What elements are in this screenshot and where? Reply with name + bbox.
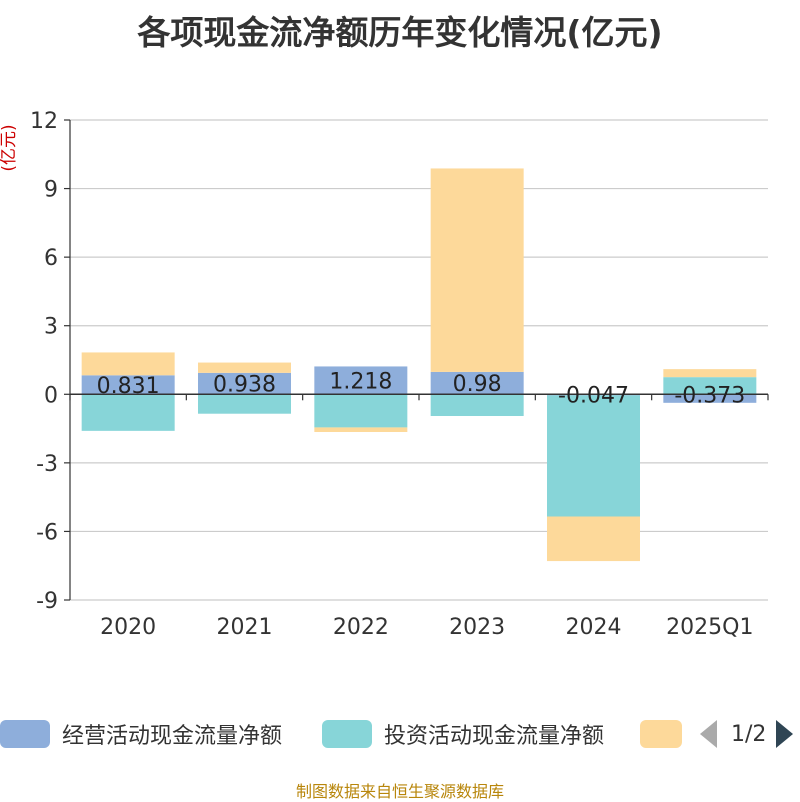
legend-item-operating[interactable]: 经营活动现金流量净额	[0, 719, 282, 749]
legend-page-indicator: 1/2	[731, 721, 767, 747]
data-label: -0.047	[558, 383, 629, 408]
bar-series0-2023[interactable]	[430, 371, 524, 395]
y-tick-label: 3	[44, 315, 58, 340]
y-axis-unit-label: (亿元)	[0, 124, 19, 171]
bar-series1-2022[interactable]	[314, 394, 408, 428]
legend-swatch-investing	[322, 720, 372, 748]
y-tick-label: 12	[30, 109, 58, 134]
x-tick-label: 2023	[449, 615, 505, 640]
bar-series1-2021[interactable]	[198, 394, 291, 414]
legend-item-financing[interactable]	[640, 719, 694, 749]
y-tick-label: 0	[44, 383, 58, 408]
bar-series2-2020[interactable]	[81, 352, 175, 376]
x-tick-label: 2021	[217, 615, 273, 640]
x-tick-label: 2025Q1	[666, 615, 753, 640]
grid-layer	[70, 119, 768, 601]
bar-series1-2023[interactable]	[430, 394, 524, 416]
bar-layer	[81, 168, 757, 562]
data-source-note: 制图数据来自恒生聚源数据库	[295, 782, 504, 801]
label-layer: 0.831 0.938 1.218 0.98 -0.047 -0.373	[97, 369, 746, 408]
data-label: 1.218	[329, 369, 392, 394]
legend: 经营活动现金流量净额 投资活动现金流量净额 1/2	[0, 714, 800, 754]
axis-layer: -9 -6 -3 0 3 6 9 12 2020 2021 2022 2023 2024 2025Q1	[30, 109, 769, 640]
bar-series0-2022[interactable]	[314, 366, 408, 395]
y-tick-label: 9	[44, 178, 58, 203]
data-label: 0.831	[97, 374, 160, 399]
bar-series2-2022[interactable]	[314, 427, 408, 432]
data-label: 0.98	[453, 372, 502, 397]
bar-series1-2020[interactable]	[81, 394, 175, 431]
data-label: 0.938	[213, 373, 276, 398]
legend-pager: 1/2	[700, 719, 794, 749]
y-tick-label: 6	[44, 246, 58, 271]
data-label: -0.373	[674, 383, 745, 408]
bar-series2-2023[interactable]	[430, 168, 524, 372]
legend-prev-icon[interactable]	[700, 720, 717, 748]
cashflow-chart: -9 -6 -3 0 3 6 9 12 2020 2021 2022 2023 2024 2025Q1 0…	[0, 109, 769, 640]
bar-series1-2024[interactable]	[547, 395, 640, 517]
bar-series2-2025Q1[interactable]	[663, 369, 757, 378]
legend-label-investing: 投资活动现金流量净额	[384, 724, 605, 749]
bar-series0-2020[interactable]	[81, 375, 175, 395]
legend-swatch-operating	[0, 720, 50, 748]
x-tick-label: 2020	[100, 615, 156, 640]
bar-series1-2025Q1[interactable]	[663, 377, 757, 395]
x-tick-label: 2024	[566, 615, 622, 640]
x-tick-label: 2022	[333, 615, 389, 640]
y-tick-label: -6	[36, 520, 58, 545]
chart-title: 各项现金流净额历年变化情况(亿元)	[137, 13, 663, 52]
y-tick-label: -3	[36, 452, 58, 477]
legend-label-operating: 经营活动现金流量净额	[62, 724, 283, 749]
y-tick-label: -9	[36, 589, 58, 614]
bar-series2-2021[interactable]	[198, 362, 291, 373]
legend-swatch-financing	[640, 720, 682, 748]
legend-next-icon[interactable]	[776, 720, 794, 748]
bar-series2-2024[interactable]	[547, 516, 640, 562]
legend-item-investing[interactable]: 投资活动现金流量净额	[322, 719, 604, 749]
bar-series0-2025Q1[interactable]	[663, 394, 757, 403]
bar-series0-2021[interactable]	[198, 372, 291, 395]
